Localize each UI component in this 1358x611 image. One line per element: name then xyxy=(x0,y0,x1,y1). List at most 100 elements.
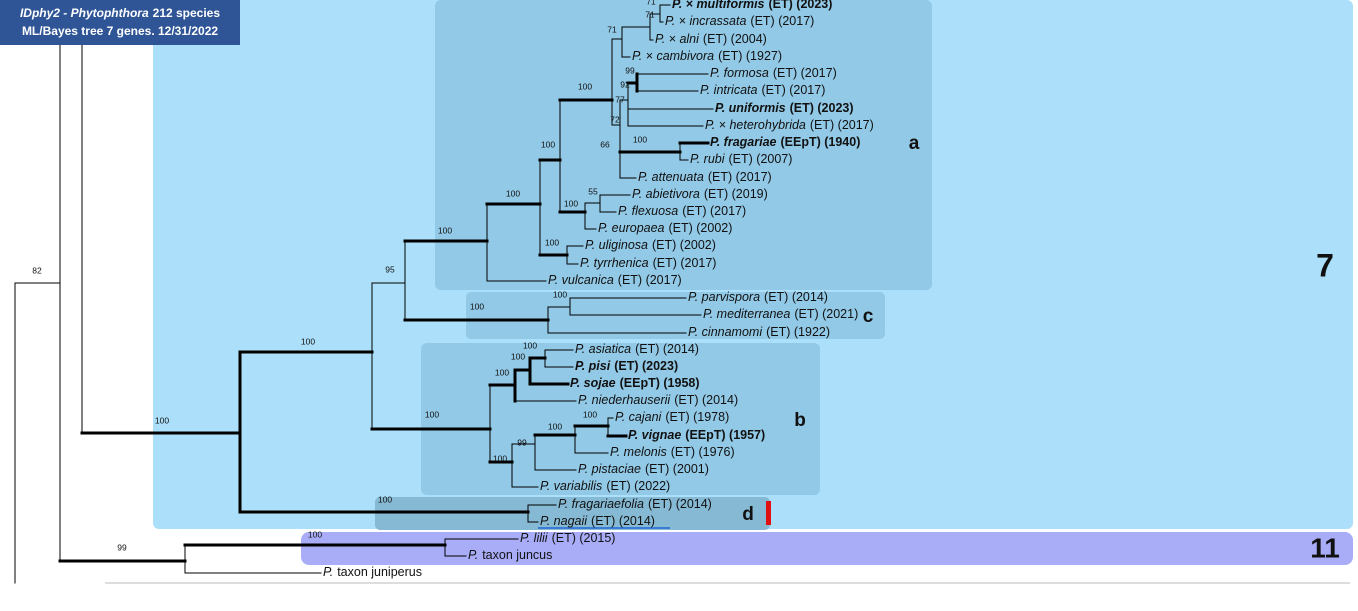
taxon-name: P. rubi xyxy=(690,152,726,166)
header-rest: 212 species xyxy=(153,6,221,20)
support-value: 100 xyxy=(438,225,452,235)
taxon-suffix: (ET) (1927) xyxy=(718,49,782,63)
support-value: 55 xyxy=(588,186,598,196)
taxon-name: P. tyrrhenica xyxy=(580,256,649,270)
taxon-name: P. lilii xyxy=(520,531,549,545)
taxon-label: P. fragariae (EEpT) (1940) xyxy=(710,135,860,149)
clade-label: 7 xyxy=(1316,247,1334,283)
taxon-label: P. cinnamomi (ET) (1922) xyxy=(688,325,830,339)
taxon-name: P. pisi xyxy=(575,359,611,373)
clade-label: 11 xyxy=(1310,532,1340,563)
taxon-label: P. × cambivora (ET) (1927) xyxy=(632,49,782,63)
taxon-label: P. attenuata (ET) (2017) xyxy=(638,170,772,184)
taxon-suffix: (ET) (2017) xyxy=(682,204,746,218)
taxon-suffix: (ET) (2017) xyxy=(750,14,814,28)
support-value: 71 xyxy=(646,0,656,6)
taxon-suffix: (ET) (2015) xyxy=(552,531,616,545)
taxon-name: P. vulcanica xyxy=(548,273,614,287)
taxon-suffix: taxon juncus xyxy=(482,548,552,562)
taxon-suffix: (ET) (2023) xyxy=(790,101,854,115)
taxon-suffix: (ET) (1922) xyxy=(766,325,830,339)
taxon-name: P. vignae xyxy=(628,428,681,442)
taxon-suffix: (ET) (2004) xyxy=(703,32,767,46)
taxon-label: P. parvispora (ET) (2014) xyxy=(688,290,828,304)
taxon-suffix: (ET) (2014) xyxy=(591,514,655,528)
taxon-label: P. uniformis (ET) (2023) xyxy=(715,101,854,115)
taxon-name: P. niederhauserii xyxy=(578,393,671,407)
taxon-name: P. xyxy=(468,548,478,562)
taxon-name: P. × heterohybrida xyxy=(705,118,806,132)
support-value: 92 xyxy=(620,79,630,89)
taxon-label: P. flexuosa (ET) (2017) xyxy=(618,204,746,218)
taxon-name: P. attenuata xyxy=(638,170,704,184)
support-value: 72 xyxy=(610,114,620,124)
taxon-label: P. × heterohybrida (ET) (2017) xyxy=(705,118,874,132)
taxon-name: P. cinnamomi xyxy=(688,325,763,339)
support-value: 100 xyxy=(523,340,537,350)
red-marker xyxy=(766,501,771,525)
header-italic: IDphy2 - Phytophthora xyxy=(20,6,149,20)
taxon-suffix: (ET) (2002) xyxy=(652,238,716,252)
taxon-label: P. uliginosa (ET) (2002) xyxy=(585,238,716,252)
support-value: 77 xyxy=(615,94,625,104)
support-value: 100 xyxy=(470,301,484,311)
support-value: 100 xyxy=(378,494,392,504)
taxon-name: P. formosa xyxy=(710,66,769,80)
support-value: 100 xyxy=(545,237,559,247)
taxon-suffix: (ET) (2007) xyxy=(729,152,793,166)
taxon-label: P. cajani (ET) (1978) xyxy=(615,410,729,424)
taxon-suffix: (ET) (2017) xyxy=(708,170,772,184)
clade-label: b xyxy=(794,410,806,431)
clade-a-box xyxy=(435,0,932,290)
support-value: 100 xyxy=(511,351,525,361)
taxon-suffix: (ET) (2001) xyxy=(645,462,709,476)
clade-b-box xyxy=(421,343,820,495)
taxon-suffix: (ET) (2017) xyxy=(810,118,874,132)
taxon-name: P. asiatica xyxy=(575,342,631,356)
support-value: 66 xyxy=(600,139,610,149)
taxon-name: P. melonis xyxy=(610,445,667,459)
header-line2: ML/Bayes tree 7 genes. 12/31/2022 xyxy=(22,24,218,38)
taxon-label: P. lilii (ET) (2015) xyxy=(520,531,615,545)
clade-11-box xyxy=(301,532,1353,565)
taxon-name: P. cajani xyxy=(615,410,663,424)
header-line1: IDphy2 - Phytophthora 212 species xyxy=(20,6,220,20)
branches xyxy=(14,0,714,584)
taxon-label: P. sojae (EEpT) (1958) xyxy=(570,376,700,390)
header-box xyxy=(0,0,240,45)
taxon-label: P. abietivora (ET) (2019) xyxy=(632,187,768,201)
taxon-suffix: (ET) (2023) xyxy=(769,0,833,11)
taxon-suffix: (EEpT) (1940) xyxy=(780,135,860,149)
support-value: 100 xyxy=(553,289,567,299)
taxon-name: P. × incrassata xyxy=(665,14,746,28)
taxon-suffix: (ET) (2022) xyxy=(606,479,670,493)
support-value: 99 xyxy=(625,65,635,75)
clade-label: d xyxy=(742,504,754,525)
taxon-label: P. taxon juncus xyxy=(468,548,552,562)
taxon-suffix: taxon juniperus xyxy=(337,565,422,579)
taxon-label: P. vignae (EEpT) (1957) xyxy=(628,428,765,442)
taxon-suffix: (EEpT) (1958) xyxy=(620,376,700,390)
taxon-label: P. pistaciae (ET) (2001) xyxy=(578,462,709,476)
support-value: 71 xyxy=(607,24,617,34)
support-value: 100 xyxy=(493,453,507,463)
support-value: 100 xyxy=(583,409,597,419)
support-value: 95 xyxy=(385,264,395,274)
taxon-label: P. europaea (ET) (2002) xyxy=(598,221,732,235)
support-value: 82 xyxy=(32,265,42,275)
taxon-label: P. asiatica (ET) (2014) xyxy=(575,342,699,356)
taxon-name: P. intricata xyxy=(700,83,757,97)
support-value: 100 xyxy=(425,409,439,419)
support-value: 100 xyxy=(308,529,322,539)
taxon-name: P. abietivora xyxy=(632,187,700,201)
clade-d-box xyxy=(375,497,770,530)
taxon-suffix: (ET) (2014) xyxy=(648,497,712,511)
taxon-name: P. × cambivora xyxy=(632,49,714,63)
taxon-label: P. formosa (ET) (2017) xyxy=(710,66,837,80)
taxon-suffix: (ET) (1978) xyxy=(665,410,729,424)
support-value: 100 xyxy=(548,421,562,431)
taxon-label: P. rubi (ET) (2007) xyxy=(690,152,792,166)
taxon-label: P. × multiformis (ET) (2023) xyxy=(672,0,832,11)
taxon-suffix: (ET) (2014) xyxy=(674,393,738,407)
taxon-label: P. taxon juniperus xyxy=(323,565,422,579)
